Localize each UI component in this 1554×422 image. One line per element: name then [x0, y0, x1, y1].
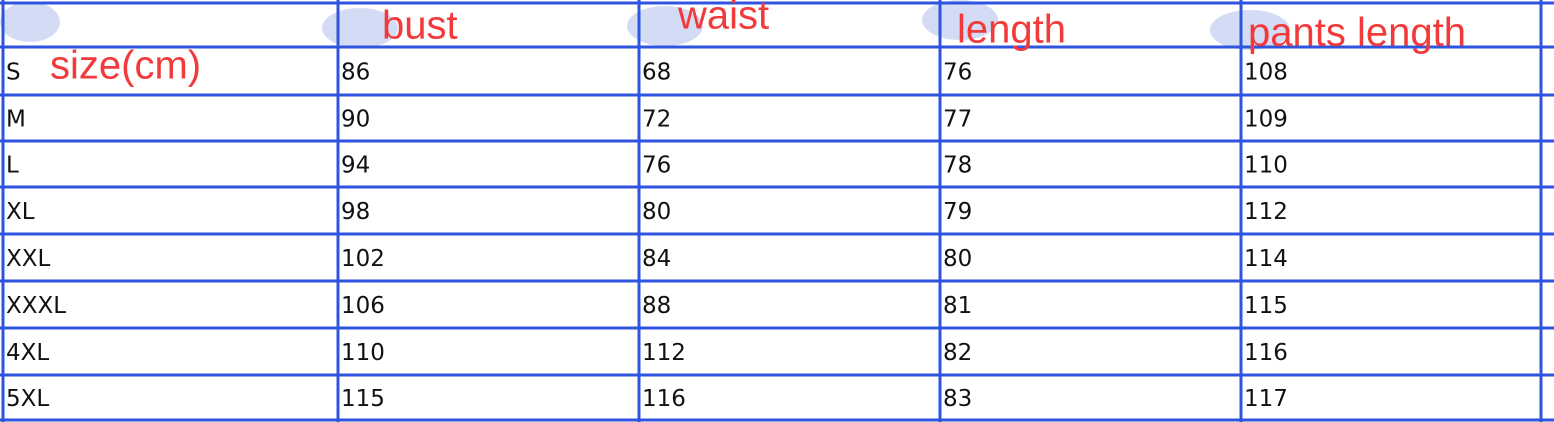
cell: 90 — [341, 107, 370, 133]
cell: 4XL — [6, 340, 49, 366]
header-label: bust — [382, 4, 458, 48]
cell: 110 — [1244, 153, 1288, 179]
cell: 79 — [943, 199, 972, 225]
header-label: waist — [677, 0, 769, 38]
cell: 117 — [1244, 386, 1288, 412]
cell: 78 — [943, 153, 972, 179]
cell: 84 — [642, 246, 671, 272]
decor — [0, 0, 1290, 50]
cell: M — [6, 107, 26, 133]
cell: 115 — [1244, 293, 1288, 319]
cell: 108 — [1244, 60, 1288, 86]
cell: 80 — [943, 246, 972, 272]
header-label: pants length — [1248, 11, 1466, 55]
header-label: size(cm) — [50, 44, 201, 88]
cells: S 86 68 76 108 M 90 72 77 109 L 94 76 78 110 XL 98 80 79 11… — [6, 60, 1288, 413]
cell: 116 — [1244, 340, 1288, 366]
cell: 77 — [943, 107, 972, 133]
cell: XXL — [6, 246, 51, 272]
cell: 112 — [1244, 199, 1288, 225]
cell: 88 — [642, 293, 671, 319]
cell: 68 — [642, 60, 671, 86]
cell: 5XL — [6, 386, 49, 412]
cell: 110 — [341, 340, 385, 366]
cell: 81 — [943, 293, 972, 319]
cell: XL — [6, 199, 35, 225]
cell: 109 — [1244, 107, 1288, 133]
cell: 102 — [341, 246, 385, 272]
cell: 86 — [341, 60, 370, 86]
cell: 98 — [341, 199, 370, 225]
cell: 106 — [341, 293, 385, 319]
cell: 116 — [642, 386, 686, 412]
cell: 94 — [341, 153, 370, 179]
cell: 83 — [943, 386, 972, 412]
cell: 115 — [341, 386, 385, 412]
cell: 82 — [943, 340, 972, 366]
cell: 114 — [1244, 246, 1288, 272]
cell: 76 — [943, 60, 972, 86]
cell: L — [6, 153, 19, 179]
cell: S — [6, 60, 21, 86]
cell: XXXL — [6, 293, 66, 319]
cell: 80 — [642, 199, 671, 225]
cell: 72 — [642, 107, 671, 133]
header-label: length — [957, 8, 1066, 52]
cell: 112 — [642, 340, 686, 366]
cell: 76 — [642, 153, 671, 179]
